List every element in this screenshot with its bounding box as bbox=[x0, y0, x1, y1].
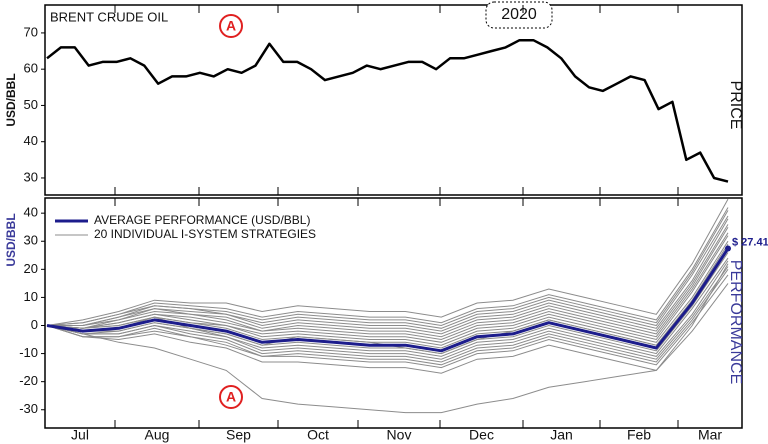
y-tick-label: -20 bbox=[19, 373, 38, 388]
strategy-line bbox=[46, 207, 729, 326]
x-tick-label: Feb bbox=[627, 427, 651, 443]
strategy-line bbox=[46, 210, 729, 327]
strategy-line bbox=[46, 274, 729, 369]
x-tick-label: Nov bbox=[387, 427, 412, 443]
y-tick-label: 40 bbox=[24, 205, 38, 220]
chart-title: BRENT CRUDE OIL bbox=[50, 9, 168, 24]
performance-frame bbox=[44, 197, 743, 429]
value-label: $ 27.41 bbox=[732, 236, 768, 248]
y-tick-label: -30 bbox=[19, 401, 38, 416]
y-tick-label: 70 bbox=[24, 24, 38, 39]
x-tick-label: Mar bbox=[698, 427, 722, 443]
annotation: 2020 bbox=[501, 6, 537, 23]
strategy-line bbox=[46, 269, 729, 366]
y-axis-label: USD/BBL bbox=[4, 213, 18, 266]
x-tick-label: Aug bbox=[145, 427, 170, 443]
x-tick-label: Dec bbox=[469, 427, 494, 443]
x-tick-label: Sep bbox=[226, 427, 251, 443]
average-line bbox=[46, 247, 730, 353]
y-axis-label: USD/BBL bbox=[4, 73, 18, 126]
y-tick-label: 30 bbox=[24, 233, 38, 248]
legend-label: AVERAGE PERFORMANCE (USD/BBL) bbox=[94, 213, 310, 227]
y-tick-label: 20 bbox=[24, 261, 38, 276]
marker-circle bbox=[219, 385, 243, 409]
side-label: PRICE bbox=[727, 81, 744, 130]
y-tick-label: -10 bbox=[19, 345, 38, 360]
end-point bbox=[725, 245, 731, 252]
side-label: PERFORMANCE bbox=[727, 260, 744, 384]
strategy-line bbox=[47, 218, 729, 332]
marker-circle bbox=[219, 14, 243, 38]
strategy-line bbox=[46, 198, 729, 326]
annotation-box bbox=[485, 1, 553, 29]
y-tick-label: 60 bbox=[24, 61, 38, 76]
x-tick-label: Jan bbox=[550, 427, 573, 443]
y-tick-label: 50 bbox=[24, 97, 38, 112]
strategy-line bbox=[46, 252, 729, 355]
strategy-line bbox=[46, 226, 729, 338]
y-tick-label: 40 bbox=[24, 133, 38, 148]
x-tick-label: Jul bbox=[71, 427, 89, 443]
x-tick-label: Oct bbox=[307, 427, 329, 443]
y-tick-label: 30 bbox=[24, 169, 38, 184]
marker: A bbox=[226, 18, 236, 34]
strategy-line bbox=[46, 240, 729, 346]
strategy-line bbox=[46, 260, 729, 360]
y-tick-label: 10 bbox=[24, 289, 38, 304]
marker: A bbox=[226, 389, 236, 405]
strategy-line bbox=[46, 283, 729, 374]
price-line bbox=[46, 38, 729, 183]
strategy-line bbox=[46, 232, 729, 341]
legend-label: 20 INDIVIDUAL I-SYSTEM STRATEGIES bbox=[94, 227, 316, 241]
y-tick-label: 0 bbox=[31, 317, 38, 332]
strategy-line bbox=[46, 263, 729, 414]
price-frame bbox=[44, 4, 743, 196]
